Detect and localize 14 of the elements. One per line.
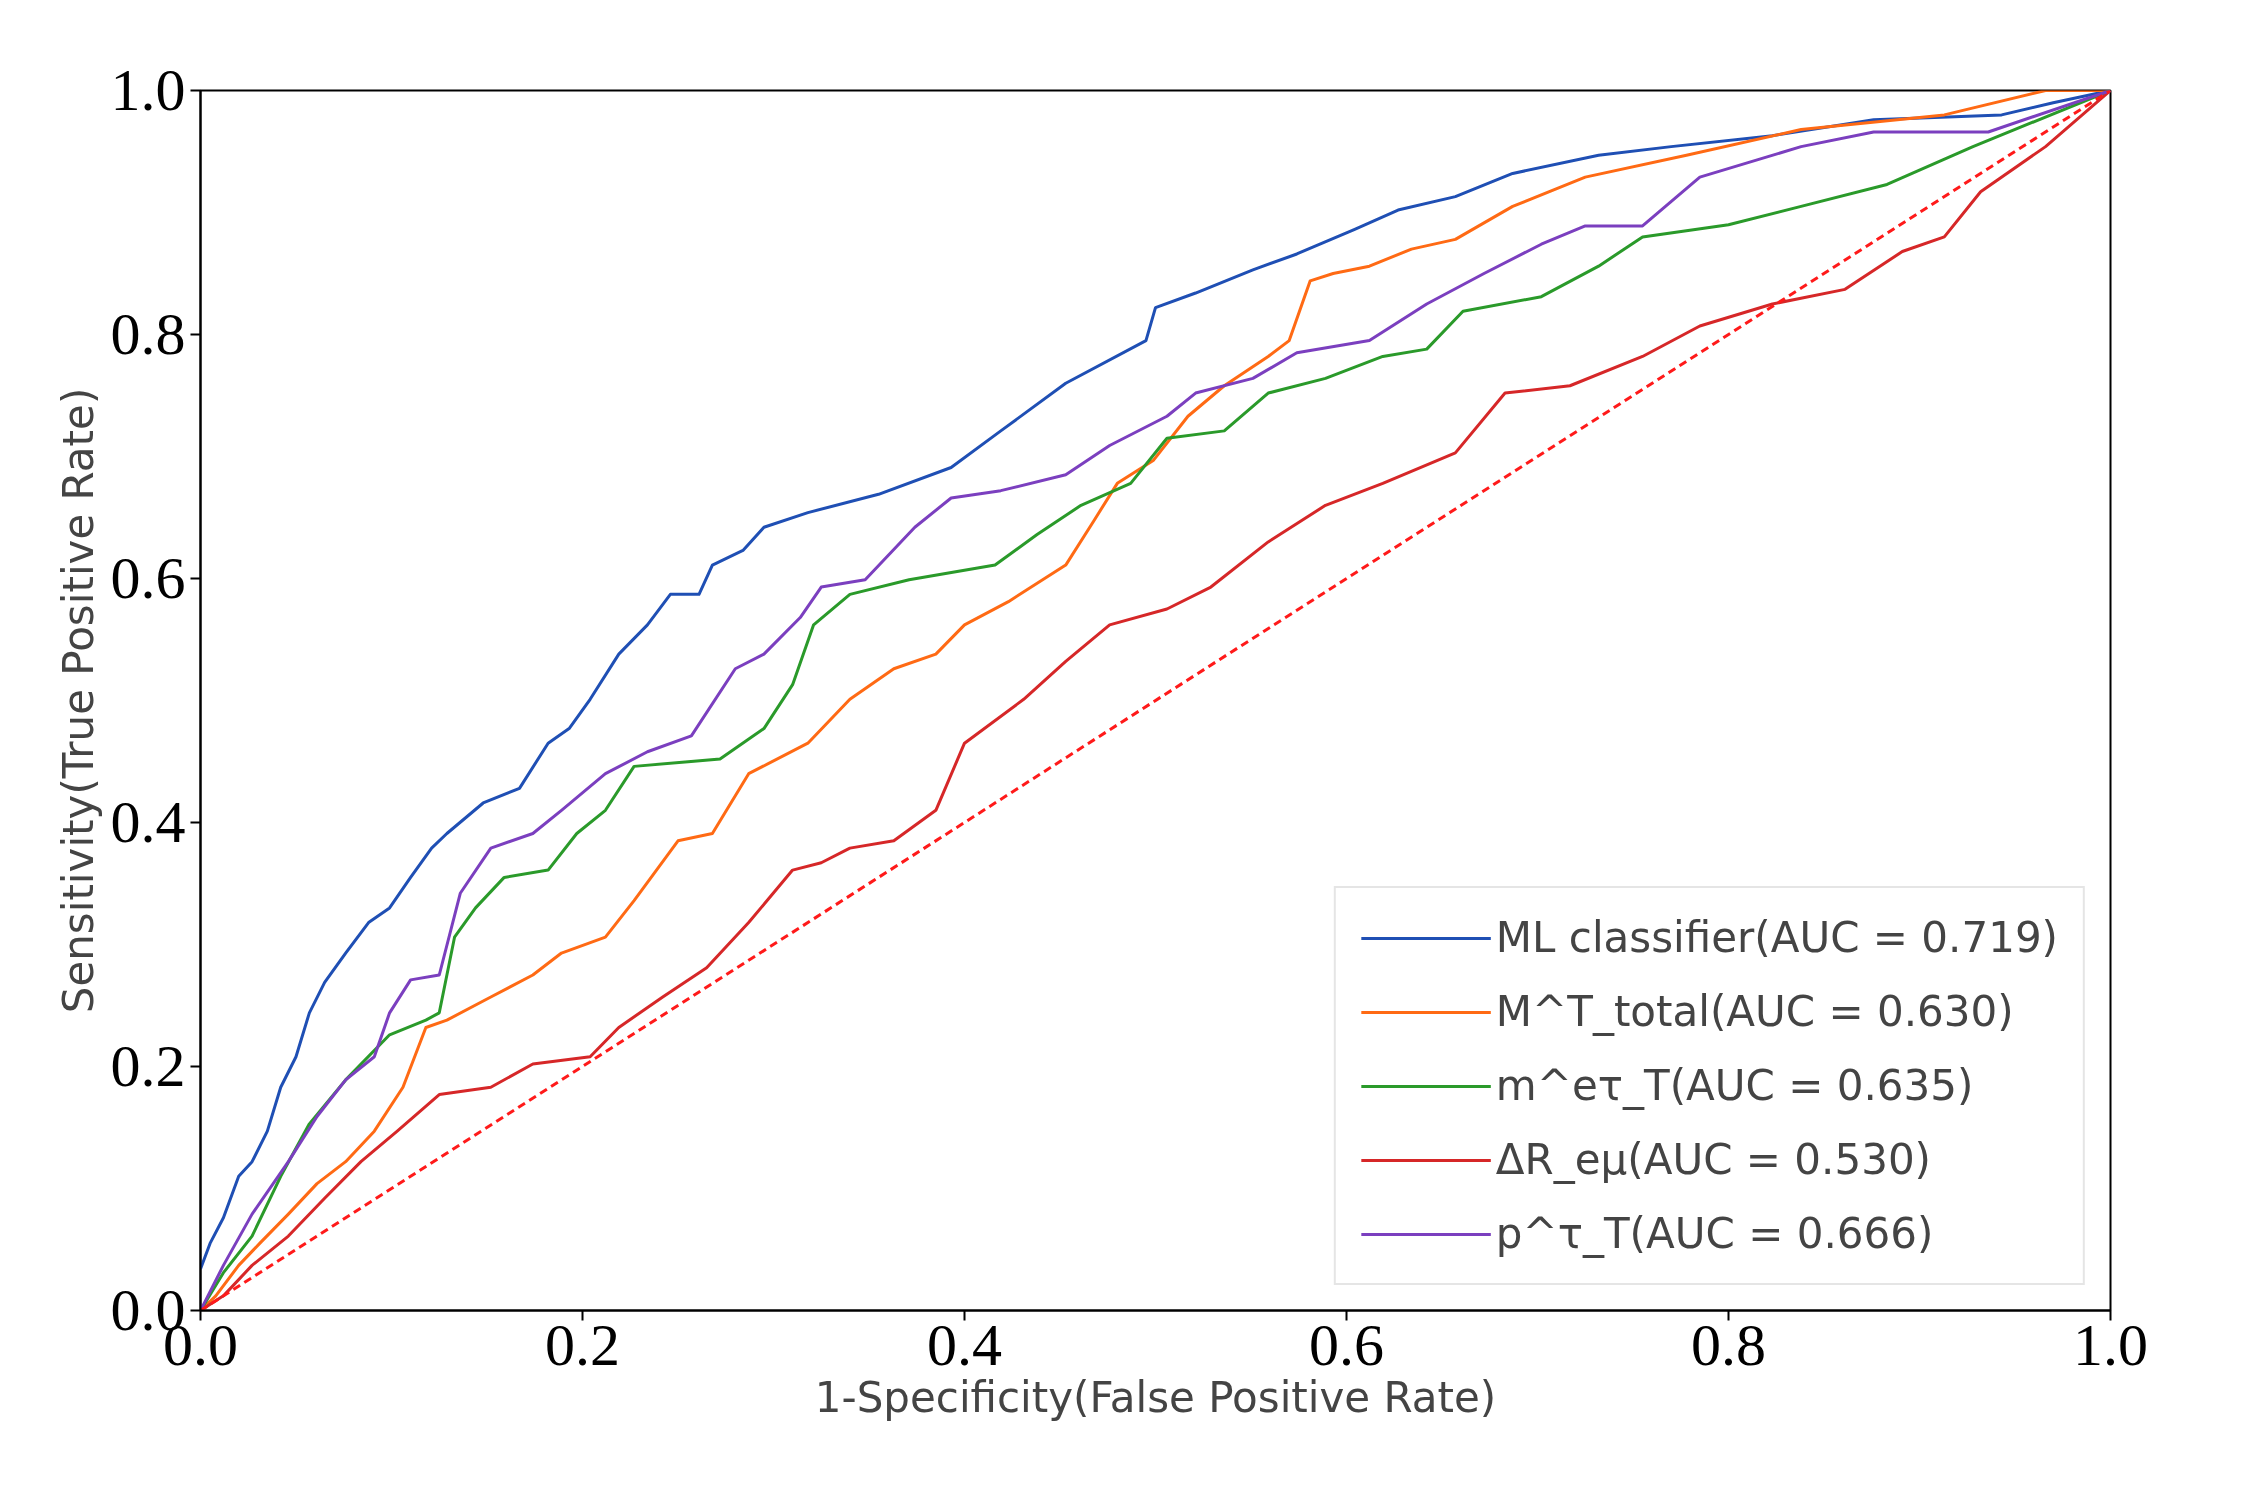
x-tick-label: 0.8 [1691, 1311, 1766, 1378]
legend-label: M^T_total(AUC = 0.630) [1495, 987, 2014, 1036]
legend-label: m^eτ_T(AUC = 0.635) [1495, 1061, 1974, 1110]
y-axis-title: Sensitivity(True Positive Rate) [53, 387, 103, 1014]
y-tick-label: 0.8 [110, 301, 186, 367]
y-tick-label: 0.2 [110, 1033, 186, 1099]
y-tick-label: 0.4 [110, 789, 186, 855]
x-tick-label: 1.0 [2073, 1311, 2148, 1378]
y-tick-label: 0.6 [110, 545, 186, 611]
y-tick-label: 1.0 [110, 57, 186, 123]
x-tick-label: 0.2 [545, 1311, 620, 1378]
legend-label: p^τ_T(AUC = 0.666) [1495, 1209, 1934, 1258]
legend-label: ΔR_eμ(AUC = 0.530) [1495, 1135, 1931, 1184]
legend-label: ML classifier(AUC = 0.719) [1495, 913, 2058, 962]
